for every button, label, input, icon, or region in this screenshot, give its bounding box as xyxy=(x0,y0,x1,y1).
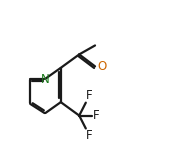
Text: F: F xyxy=(86,129,92,142)
Text: O: O xyxy=(97,60,106,73)
Text: F: F xyxy=(93,109,100,122)
Text: F: F xyxy=(86,89,92,102)
Text: N: N xyxy=(41,73,49,86)
